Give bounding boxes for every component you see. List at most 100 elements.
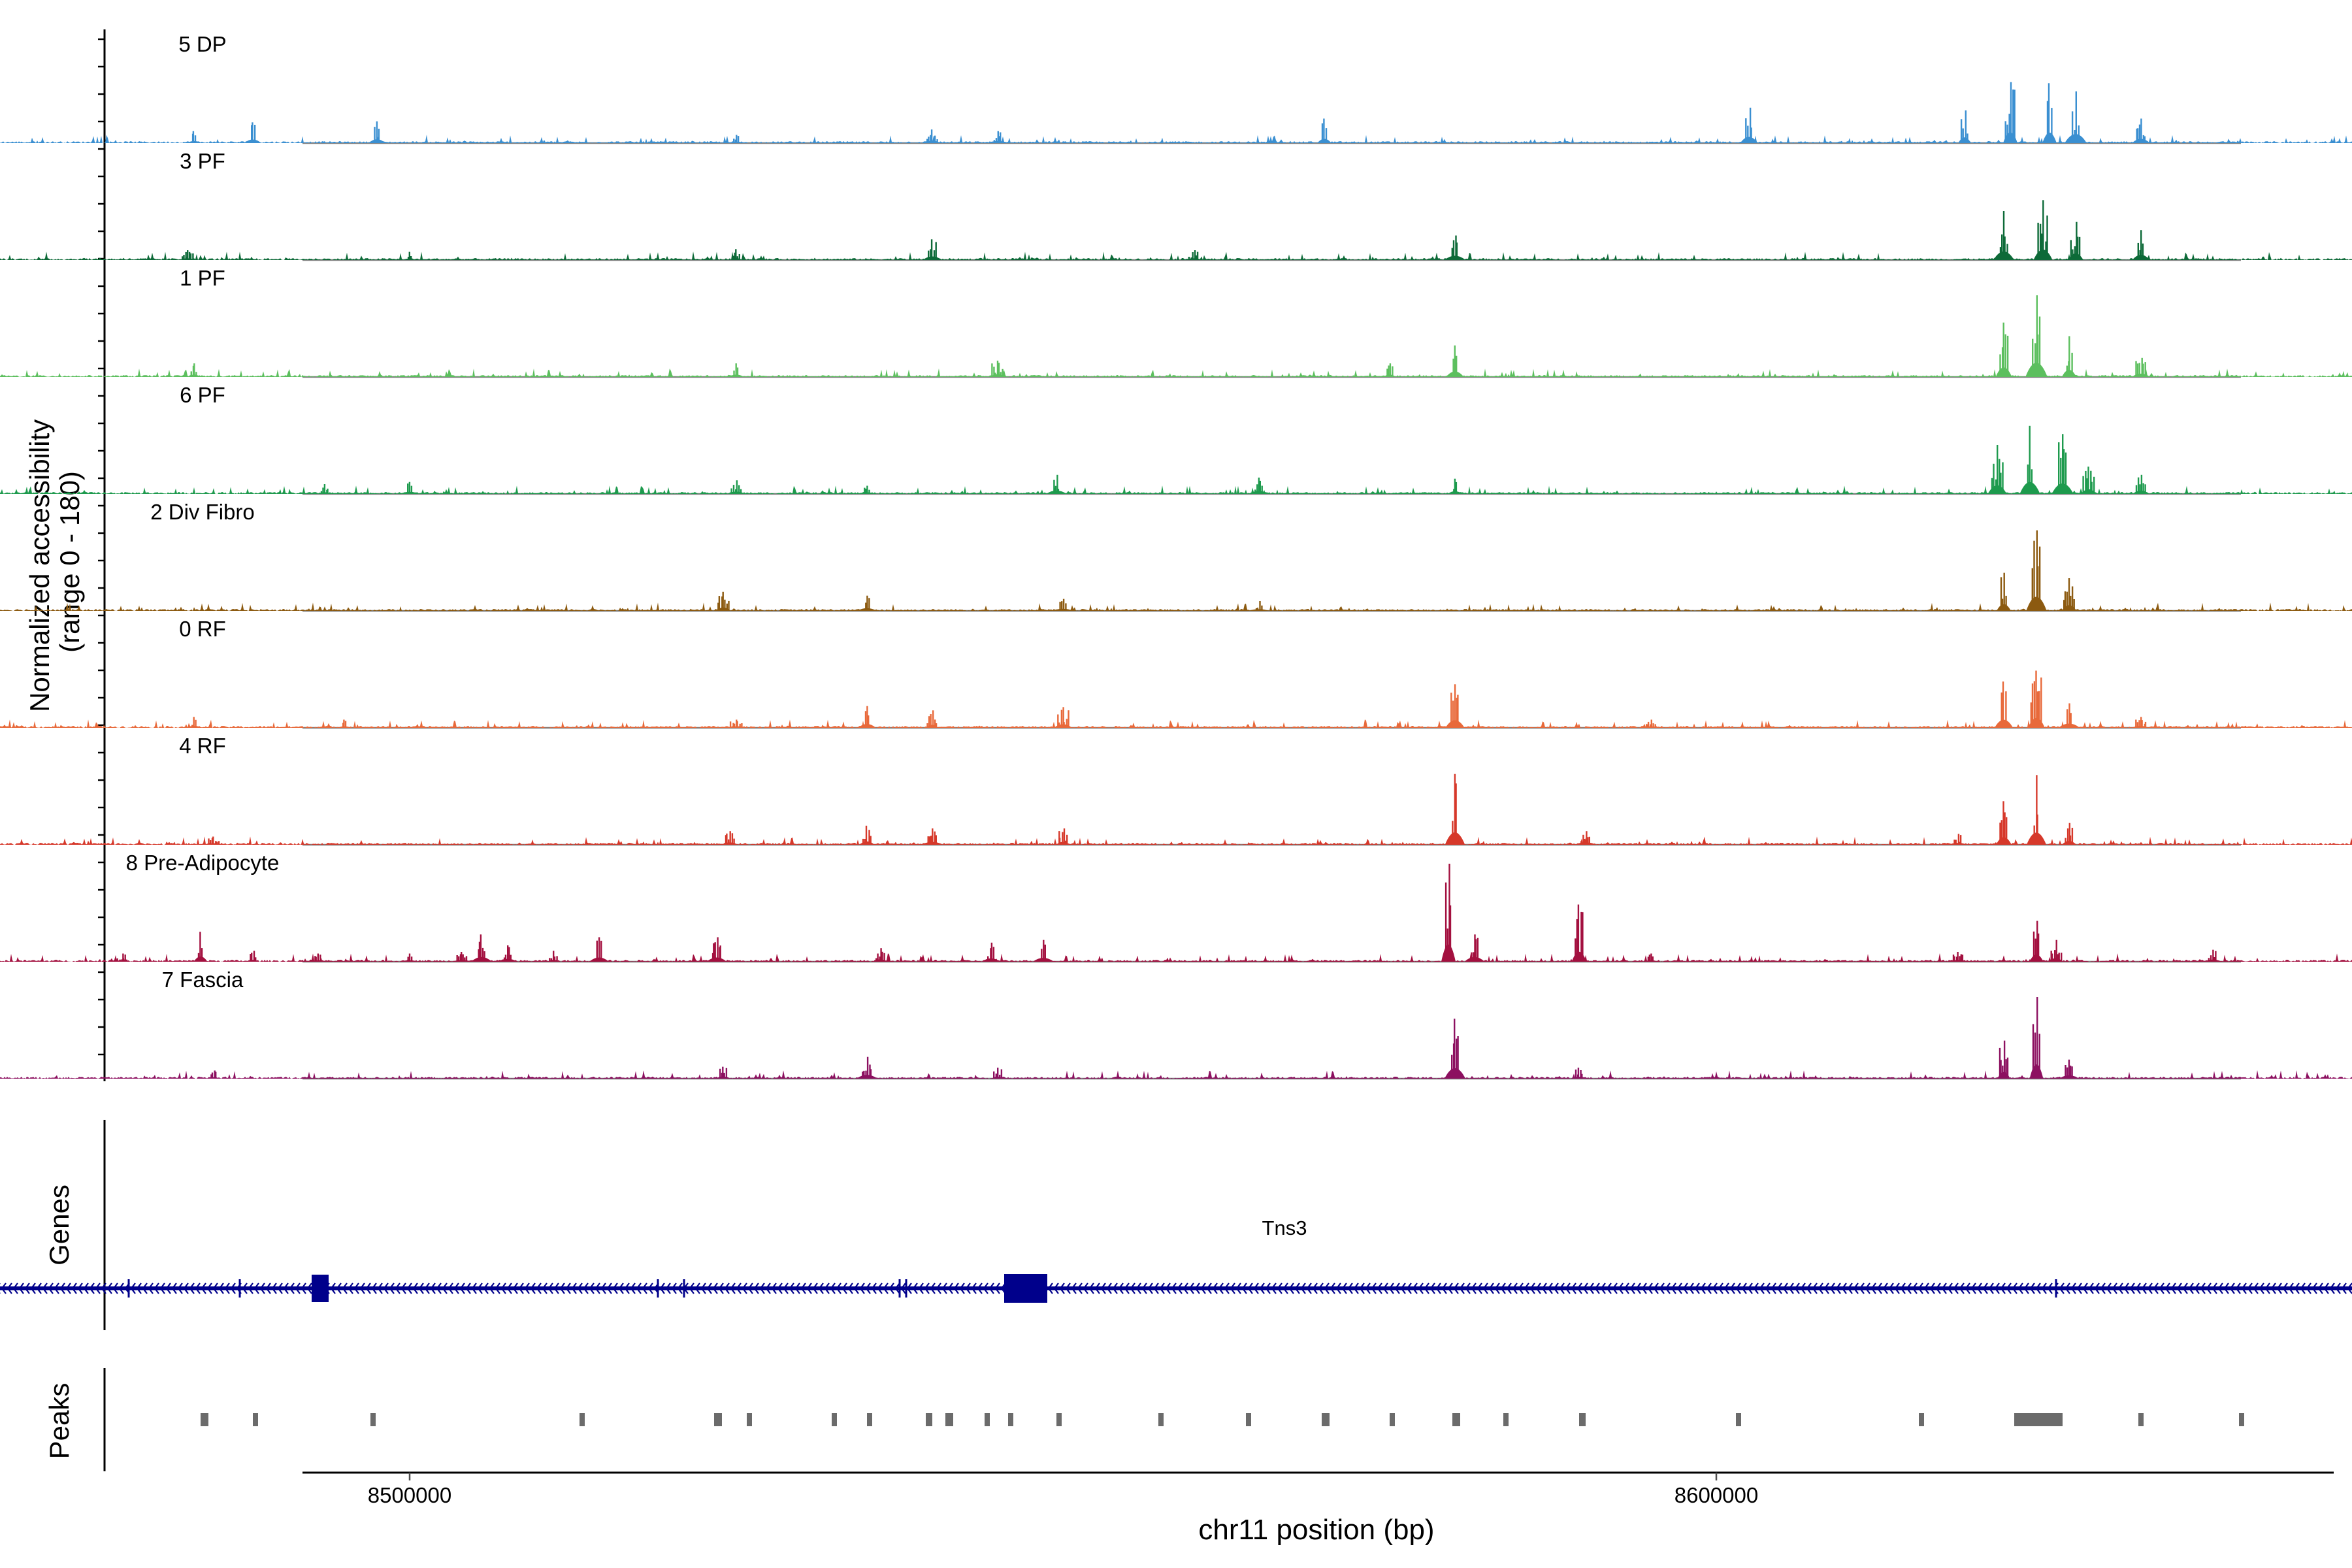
coverage-peak <box>2042 83 2057 143</box>
coverage-background <box>0 1070 2352 1079</box>
coverage-peak <box>706 937 727 962</box>
coverage-peak <box>1997 572 2011 611</box>
track-0-rf: 0 RF <box>0 617 2352 729</box>
x-axis-ticks: 8500000 8600000 <box>368 1473 1758 1507</box>
coverage-background <box>0 252 2352 260</box>
peak-region <box>747 1413 752 1426</box>
coverage-peak <box>1958 110 1971 143</box>
coverage-peak <box>2132 118 2150 143</box>
coverage-peak <box>187 363 201 377</box>
peak-region <box>1736 1413 1741 1426</box>
coverage-peak <box>1441 864 1456 962</box>
track-label: 6 PF <box>180 383 225 407</box>
track-label: 4 RF <box>179 734 226 758</box>
coverage-peak <box>721 831 738 845</box>
coverage-peak <box>991 1068 1004 1079</box>
coverage-peak <box>589 937 610 962</box>
coverage-peak <box>244 122 261 143</box>
coverage-peak <box>2003 82 2017 143</box>
coverage-peak <box>730 249 743 260</box>
coverage-peak <box>2026 775 2047 845</box>
coverage-peak <box>2033 200 2053 260</box>
coverage-peak <box>1642 719 1659 728</box>
coverage-peak <box>337 719 351 728</box>
coverage-tracks: 5 DP 3 PF 1 PF 6 PF 2 Div Fibro 0 RF 4 RF 8 Pre… <box>0 32 2352 1080</box>
coverage-peak <box>2132 717 2149 728</box>
coverage-peak <box>725 719 747 728</box>
coverage-peak <box>1383 363 1396 377</box>
coverage-peak <box>2051 434 2074 494</box>
coverage-background <box>0 836 2352 845</box>
track-3-pf: 3 PF <box>0 149 2352 261</box>
coverage-peak <box>207 1070 220 1079</box>
coverage-peak <box>185 717 203 728</box>
coverage-peak <box>981 942 1001 962</box>
peak-region <box>2239 1413 2244 1426</box>
coverage-peak <box>1996 801 2012 845</box>
coverage-peak <box>2068 221 2083 260</box>
peak-region <box>1158 1413 1164 1426</box>
coverage-peak <box>2058 703 2080 728</box>
coverage-peak <box>1947 952 1969 962</box>
peak-region <box>867 1413 872 1426</box>
coverage-peak <box>1046 474 1067 494</box>
peak-region <box>985 1413 990 1426</box>
coverage-peak <box>318 484 332 494</box>
coverage-peak <box>857 485 877 494</box>
coverage-peak <box>923 239 942 260</box>
coverage-peak <box>1994 681 2014 728</box>
peak-region <box>1579 1413 1586 1426</box>
x-tick-label: 8500000 <box>368 1483 451 1507</box>
coverage-peak <box>1249 601 1269 611</box>
coverage-peak <box>246 951 259 962</box>
coverage-peak <box>728 363 744 377</box>
coverage-peak <box>2061 578 2077 611</box>
coverage-peak <box>921 828 943 845</box>
peak-region <box>945 1413 953 1426</box>
peak-region <box>1390 1413 1395 1426</box>
coverage-y-axis <box>98 29 106 1081</box>
track-label: 8 Pre-Adipocyte <box>126 851 280 875</box>
gene-exon <box>1004 1274 1047 1303</box>
coverage-peak <box>1948 834 1968 845</box>
coverage-peak <box>926 710 938 728</box>
coverage-peak <box>497 945 518 962</box>
coverage-peak <box>193 932 208 962</box>
coverage-peak <box>1444 1019 1466 1079</box>
coverage-peak <box>1032 939 1054 962</box>
coverage-peak <box>987 131 1009 143</box>
track-6-pf: 6 PF <box>0 383 2352 495</box>
coverage-peak <box>1445 774 1465 845</box>
track-label: 2 Div Fibro <box>150 500 255 524</box>
coverage-peak <box>715 1066 731 1079</box>
track-7-fascia: 7 Fascia <box>0 968 2352 1080</box>
coverage-background <box>0 135 2352 143</box>
coverage-peak <box>1993 211 2014 260</box>
peak-region <box>1452 1413 1460 1426</box>
coverage-background <box>0 719 2352 728</box>
coverage-peak <box>402 252 417 260</box>
coverage-peak <box>728 135 745 143</box>
track-label: 5 DP <box>178 32 226 56</box>
coverage-peak <box>858 706 876 728</box>
coverage-peak <box>2029 997 2044 1079</box>
coverage-peak <box>2059 1059 2080 1079</box>
coverage-peak <box>2080 466 2097 494</box>
track-label: 3 PF <box>180 149 225 173</box>
coverage-peak <box>2025 295 2048 377</box>
peak-regions <box>201 1413 2244 1426</box>
track-label: 7 Fascia <box>162 968 244 992</box>
coverage-peak <box>2061 823 2077 845</box>
peak-region <box>580 1413 585 1426</box>
coverage-peak <box>1248 478 1270 494</box>
coverage-peak <box>547 951 560 962</box>
track-label: 0 RF <box>179 617 226 641</box>
coverage-peak <box>923 129 941 143</box>
coverage-background <box>0 953 2352 962</box>
coverage-peak <box>2029 921 2044 962</box>
coverage-peak <box>856 1056 878 1079</box>
coverage-peak <box>114 953 131 962</box>
peak-region <box>201 1413 208 1426</box>
coverage-peak <box>471 934 492 962</box>
